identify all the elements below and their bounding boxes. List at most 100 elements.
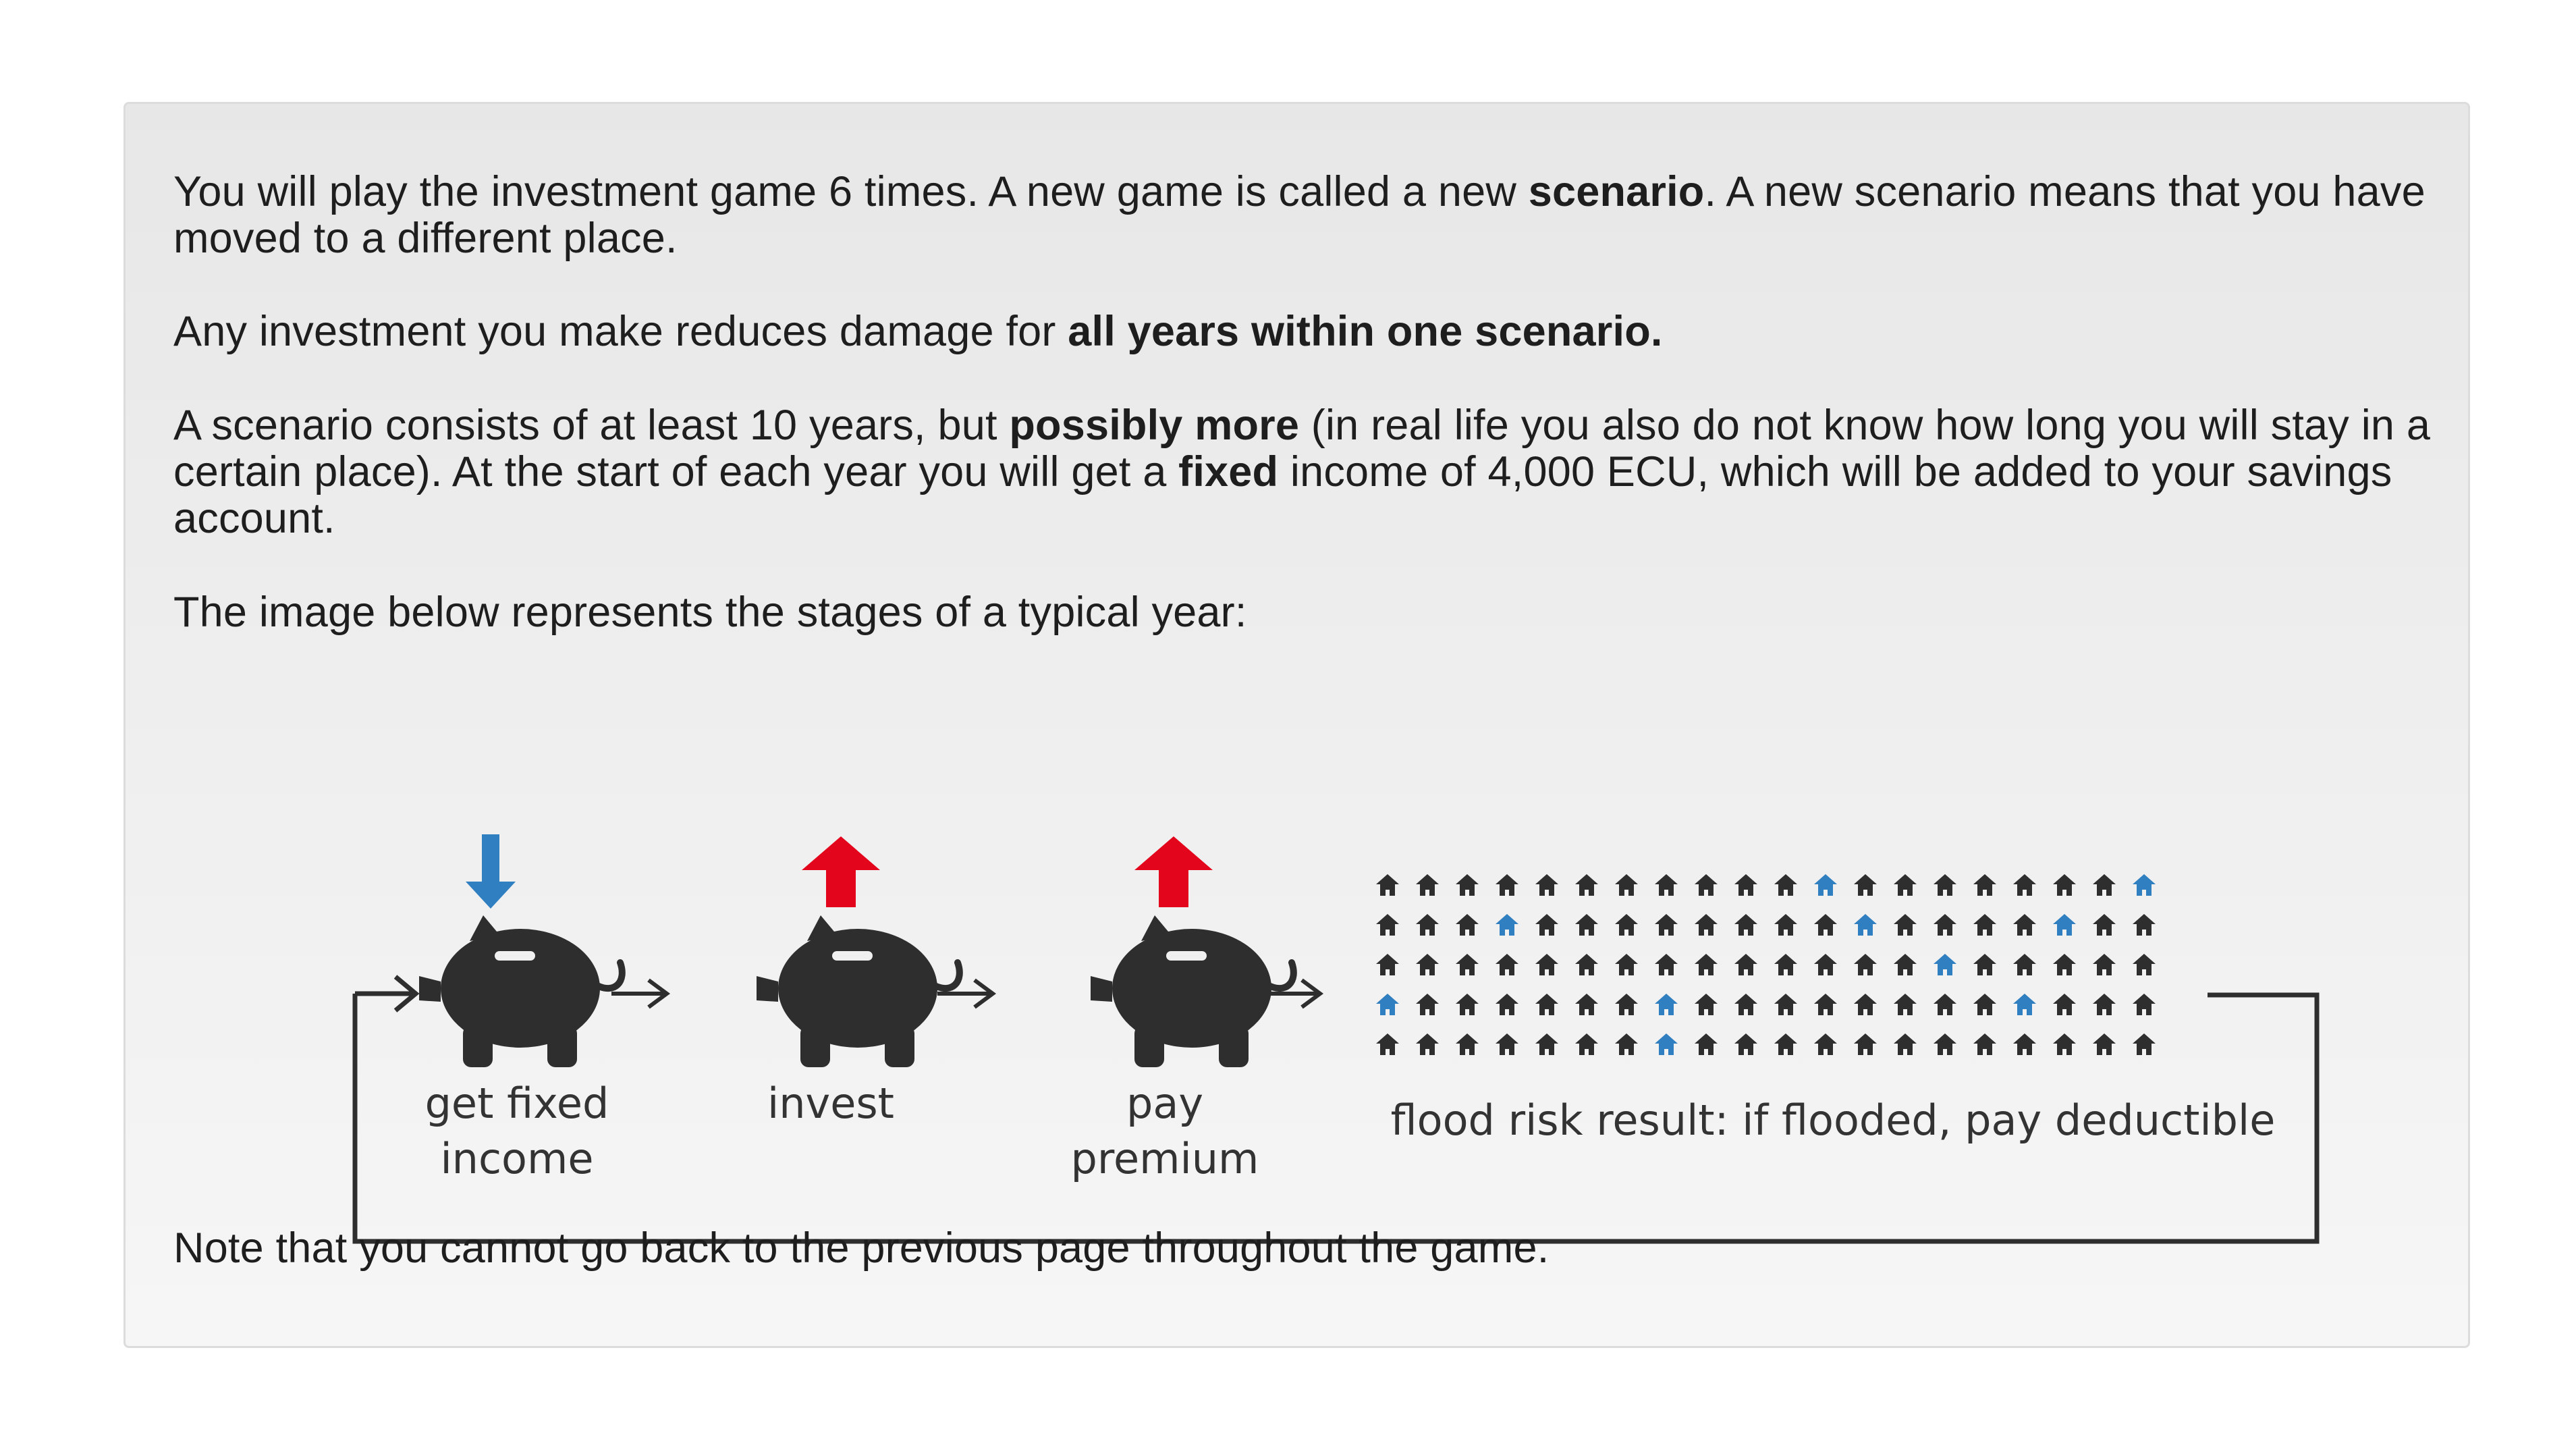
house-icon — [1734, 1033, 1757, 1055]
instructions-panel: You will play the investment game 6 time… — [124, 102, 2470, 1348]
house-icon — [2093, 994, 2116, 1015]
house-icon — [1894, 874, 1917, 896]
house-icon — [1615, 1033, 1638, 1055]
text: income of 4,000 ECU, which will be added… — [173, 448, 2392, 542]
no-back-note: Note that you cannot go back to the prev… — [173, 1224, 1550, 1272]
house-icon — [1496, 1033, 1518, 1055]
house-icon — [1894, 994, 1917, 1015]
house-icon — [1734, 914, 1757, 936]
piggy-bank-part — [930, 959, 963, 992]
house-icon — [1894, 1033, 1917, 1055]
house-icon — [1695, 994, 1718, 1015]
house-icon — [2013, 1033, 2036, 1055]
piggy-bank-part — [757, 976, 778, 1002]
house-icon — [1416, 994, 1439, 1015]
house-icon — [1535, 994, 1558, 1015]
house-grid — [1376, 874, 2156, 1055]
house-icon — [2053, 874, 2076, 896]
house-icon — [1496, 874, 1518, 896]
flooded-house-icon — [2053, 914, 2076, 936]
house-icon — [1814, 954, 1837, 975]
house-icon — [2093, 874, 2116, 896]
house-icon — [1934, 874, 1956, 896]
house-icon — [1615, 914, 1638, 936]
house-icon — [1456, 954, 1479, 975]
house-icon — [1814, 1033, 1837, 1055]
piggy-bank-part — [1091, 976, 1112, 1002]
house-icon — [1774, 994, 1797, 1015]
bold-text: fixed — [1178, 448, 1279, 495]
house-icon — [1376, 1033, 1399, 1055]
house-icon — [1655, 874, 1678, 896]
right-arrow-icon — [611, 978, 671, 1009]
house-icon — [1575, 1033, 1598, 1055]
house-icon — [1615, 954, 1638, 975]
piggy-bank-icon — [757, 915, 963, 1067]
diagram-intro-paragraph: The image below represents the stages of… — [173, 589, 1247, 636]
down-arrow-icon — [466, 834, 516, 909]
piggy-bank-icon — [1091, 915, 1297, 1067]
piggy-bank-part — [1166, 951, 1207, 961]
house-icon — [1416, 914, 1439, 936]
house-icon — [1376, 914, 1399, 936]
house-icon — [2133, 954, 2156, 975]
piggy-bank-part — [832, 951, 873, 961]
house-icon — [2093, 1033, 2116, 1055]
flooded-house-icon — [1496, 914, 1518, 936]
house-icon — [1535, 1033, 1558, 1055]
house-icon — [1973, 954, 1996, 975]
house-icon — [1416, 874, 1439, 896]
house-icon — [1934, 914, 1956, 936]
house-icon — [1416, 1033, 1439, 1055]
house-icon — [1854, 1033, 1877, 1055]
piggy-bank-part — [807, 915, 838, 941]
house-icon — [1734, 954, 1757, 975]
house-icon — [1894, 954, 1917, 975]
house-icon — [1456, 874, 1479, 896]
piggy-bank-part — [885, 1025, 914, 1067]
house-icon — [1575, 954, 1598, 975]
house-icon — [1695, 914, 1718, 936]
house-icon — [1695, 954, 1718, 975]
house-icon — [1934, 1033, 1956, 1055]
piggy-bank-part — [441, 929, 600, 1048]
house-icon — [1774, 874, 1797, 896]
house-icon — [1456, 914, 1479, 936]
house-icon — [1535, 914, 1558, 936]
house-icon — [1973, 994, 1996, 1015]
house-icon — [1734, 994, 1757, 1015]
bold-text: scenario — [1528, 168, 1705, 215]
bold-text: possibly more — [1009, 402, 1300, 449]
piggy-bank-part — [1264, 959, 1297, 992]
house-icon — [2053, 954, 2076, 975]
text: (in real life you also do not know how l… — [173, 402, 2431, 495]
piggy-bank-part — [547, 1025, 577, 1067]
flooded-house-icon — [1376, 994, 1399, 1015]
house-icon — [1575, 874, 1598, 896]
house-icon — [1854, 954, 1877, 975]
stage-label-invest: invest — [767, 1079, 894, 1128]
piggy-bank-part — [1141, 915, 1172, 941]
house-icon — [1814, 994, 1837, 1015]
house-icon — [1973, 874, 1996, 896]
piggy-bank-part — [800, 1025, 830, 1067]
house-icon — [1973, 1033, 1996, 1055]
piggy-bank-part — [463, 1025, 493, 1067]
house-icon — [1655, 914, 1678, 936]
text: You will play the investment game 6 time… — [173, 168, 1529, 215]
piggy-bank-part — [1219, 1025, 1249, 1067]
intro-paragraph: You will play the investment game 6 time… — [173, 169, 2441, 262]
year-cycle-svg — [352, 834, 2320, 1244]
text: A scenario consists of at least 10 years… — [173, 402, 1010, 449]
piggy-bank-part — [778, 929, 937, 1048]
piggy-bank-part — [470, 915, 500, 941]
house-icon — [1615, 994, 1638, 1015]
right-arrow-icon — [1265, 978, 1324, 1009]
text: . A new scenario means that you have mov… — [173, 168, 2426, 262]
investment-paragraph: Any investment you make reduces damage f… — [173, 308, 2441, 355]
house-icon — [1695, 1033, 1718, 1055]
house-icon — [1575, 994, 1598, 1015]
up-arrow-icon — [1134, 836, 1213, 907]
flooded-house-icon — [1814, 874, 1837, 896]
house-icon — [2013, 874, 2036, 896]
